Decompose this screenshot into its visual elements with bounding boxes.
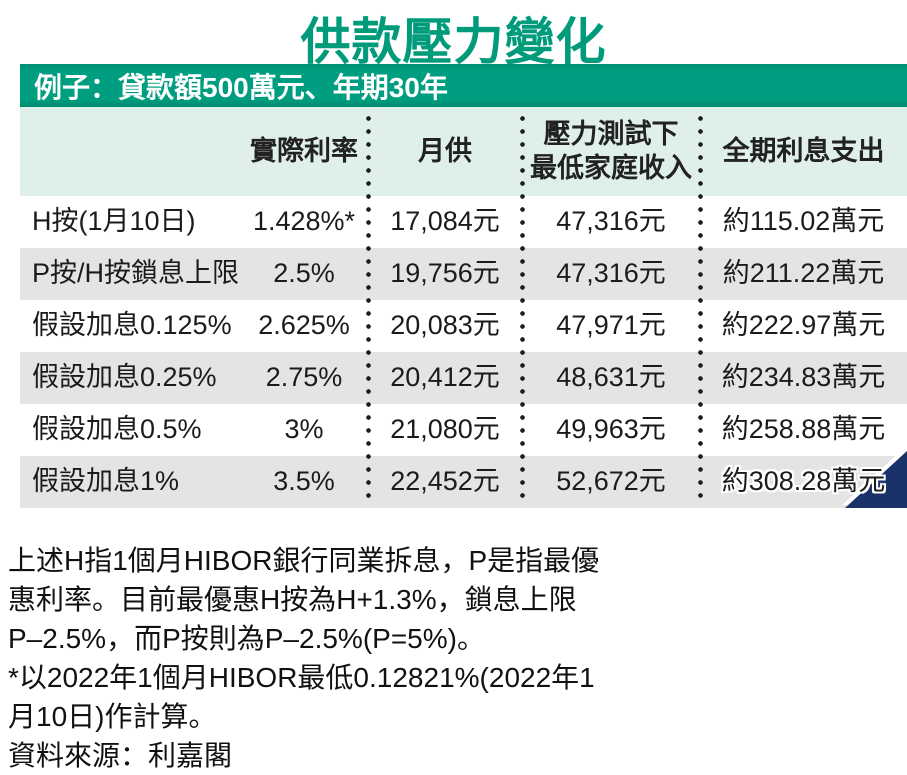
example-banner: 例子：貸款額500萬元、年期30年: [20, 64, 907, 107]
row-rate: 2.625%: [258, 310, 350, 341]
payment-table: 例子：貸款額500萬元、年期30年 實際利率 月供 壓力測試下 最低家庭收入 全…: [20, 64, 907, 508]
page-title: 供款壓力變化: [300, 14, 607, 70]
note-line: 惠利率。目前最優惠H按為H+1.3%，鎖息上限: [8, 584, 577, 615]
row-monthly: 17,084元: [390, 206, 500, 237]
header-stress-line2: 最低家庭收入: [530, 152, 692, 183]
row-label: H按(1月10日): [32, 206, 196, 237]
row-income: 47,316元: [556, 206, 666, 237]
table-header-row: 實際利率 月供 壓力測試下 最低家庭收入 全期利息支出: [20, 107, 907, 196]
source-line: 資料來源：利嘉閣: [8, 740, 233, 771]
row-label: 假設加息0.125%: [32, 310, 232, 341]
row-label: 假設加息0.5%: [32, 414, 202, 445]
row-interest-outlined-text: 約308.28萬元: [721, 466, 886, 497]
note-line: P–2.5%，而P按則為P–2.5%(P=5%)。: [8, 623, 485, 654]
row-income: 47,971元: [556, 310, 666, 341]
row-interest: 約211.22萬元: [722, 258, 885, 289]
row-income: 48,631元: [556, 362, 666, 393]
header-cell-interest: 全期利息支出: [722, 135, 885, 166]
note-line: *以2022年1個月HIBOR最低0.12821%(2022年1: [8, 662, 595, 693]
row-rate: 2.5%: [273, 258, 335, 289]
row-rate: 3.5%: [273, 466, 335, 497]
row-monthly: 19,756元: [390, 258, 500, 289]
row-income: 47,316元: [556, 258, 666, 289]
table-row: 假設加息1% 3.5% 22,452元 52,672元 約308.28萬元: [20, 456, 907, 508]
row-label: P按/H按鎖息上限: [32, 258, 240, 289]
example-banner-text: 例子：貸款額500萬元、年期30年: [34, 71, 448, 103]
row-rate: 3%: [284, 414, 324, 445]
note-line: 月10日)作計算。: [8, 701, 217, 732]
header-cell-monthly: 月供: [418, 135, 472, 166]
row-label: 假設加息0.25%: [32, 362, 217, 393]
table-row: P按/H按鎖息上限 2.5% 19,756元 47,316元 約211.22萬元: [20, 248, 907, 300]
header-stress-lines: 壓力測試下 最低家庭收入: [530, 118, 692, 186]
row-rate: 1.428%*: [252, 206, 356, 237]
table-row: 假設加息0.125% 2.625% 20,083元 47,971元 約222.9…: [20, 300, 907, 352]
row-interest: 約115.02萬元: [722, 206, 885, 237]
table-row: 假設加息0.5% 3% 21,080元 49,963元 約258.88萬元: [20, 404, 907, 456]
row-income: 49,963元: [556, 414, 666, 445]
table-row: 假設加息0.25% 2.75% 20,412元 48,631元 約234.83萬…: [20, 352, 907, 404]
row-interest: 約308.28萬元: [700, 456, 907, 508]
note-line: 上述H指1個月HIBOR銀行同業拆息，P是指最優: [8, 545, 600, 576]
row-interest: 約258.88萬元: [721, 414, 886, 445]
row-rate: 2.75%: [265, 362, 343, 393]
row-label: 假設加息1%: [32, 466, 180, 497]
table-row: H按(1月10日) 1.428%* 17,084元 47,316元 約115.0…: [20, 196, 907, 248]
row-income: 52,672元: [556, 466, 666, 497]
row-monthly: 22,452元: [390, 466, 500, 497]
footnotes: 上述H指1個月HIBOR銀行同業拆息，P是指最優 惠利率。目前最優惠H按為H+1…: [8, 541, 599, 775]
row-monthly: 20,412元: [390, 362, 500, 393]
row-interest: 約222.97萬元: [721, 310, 886, 341]
header-stress-line1: 壓力測試下: [543, 118, 679, 149]
row-interest: 約234.83萬元: [721, 362, 886, 393]
header-cell-label: [20, 107, 240, 196]
row-monthly: 21,080元: [390, 414, 500, 445]
header-cell-rate: 實際利率: [250, 135, 358, 166]
row-monthly: 20,083元: [390, 310, 500, 341]
header-cell-stress-income: 壓力測試下 最低家庭收入: [522, 107, 700, 196]
